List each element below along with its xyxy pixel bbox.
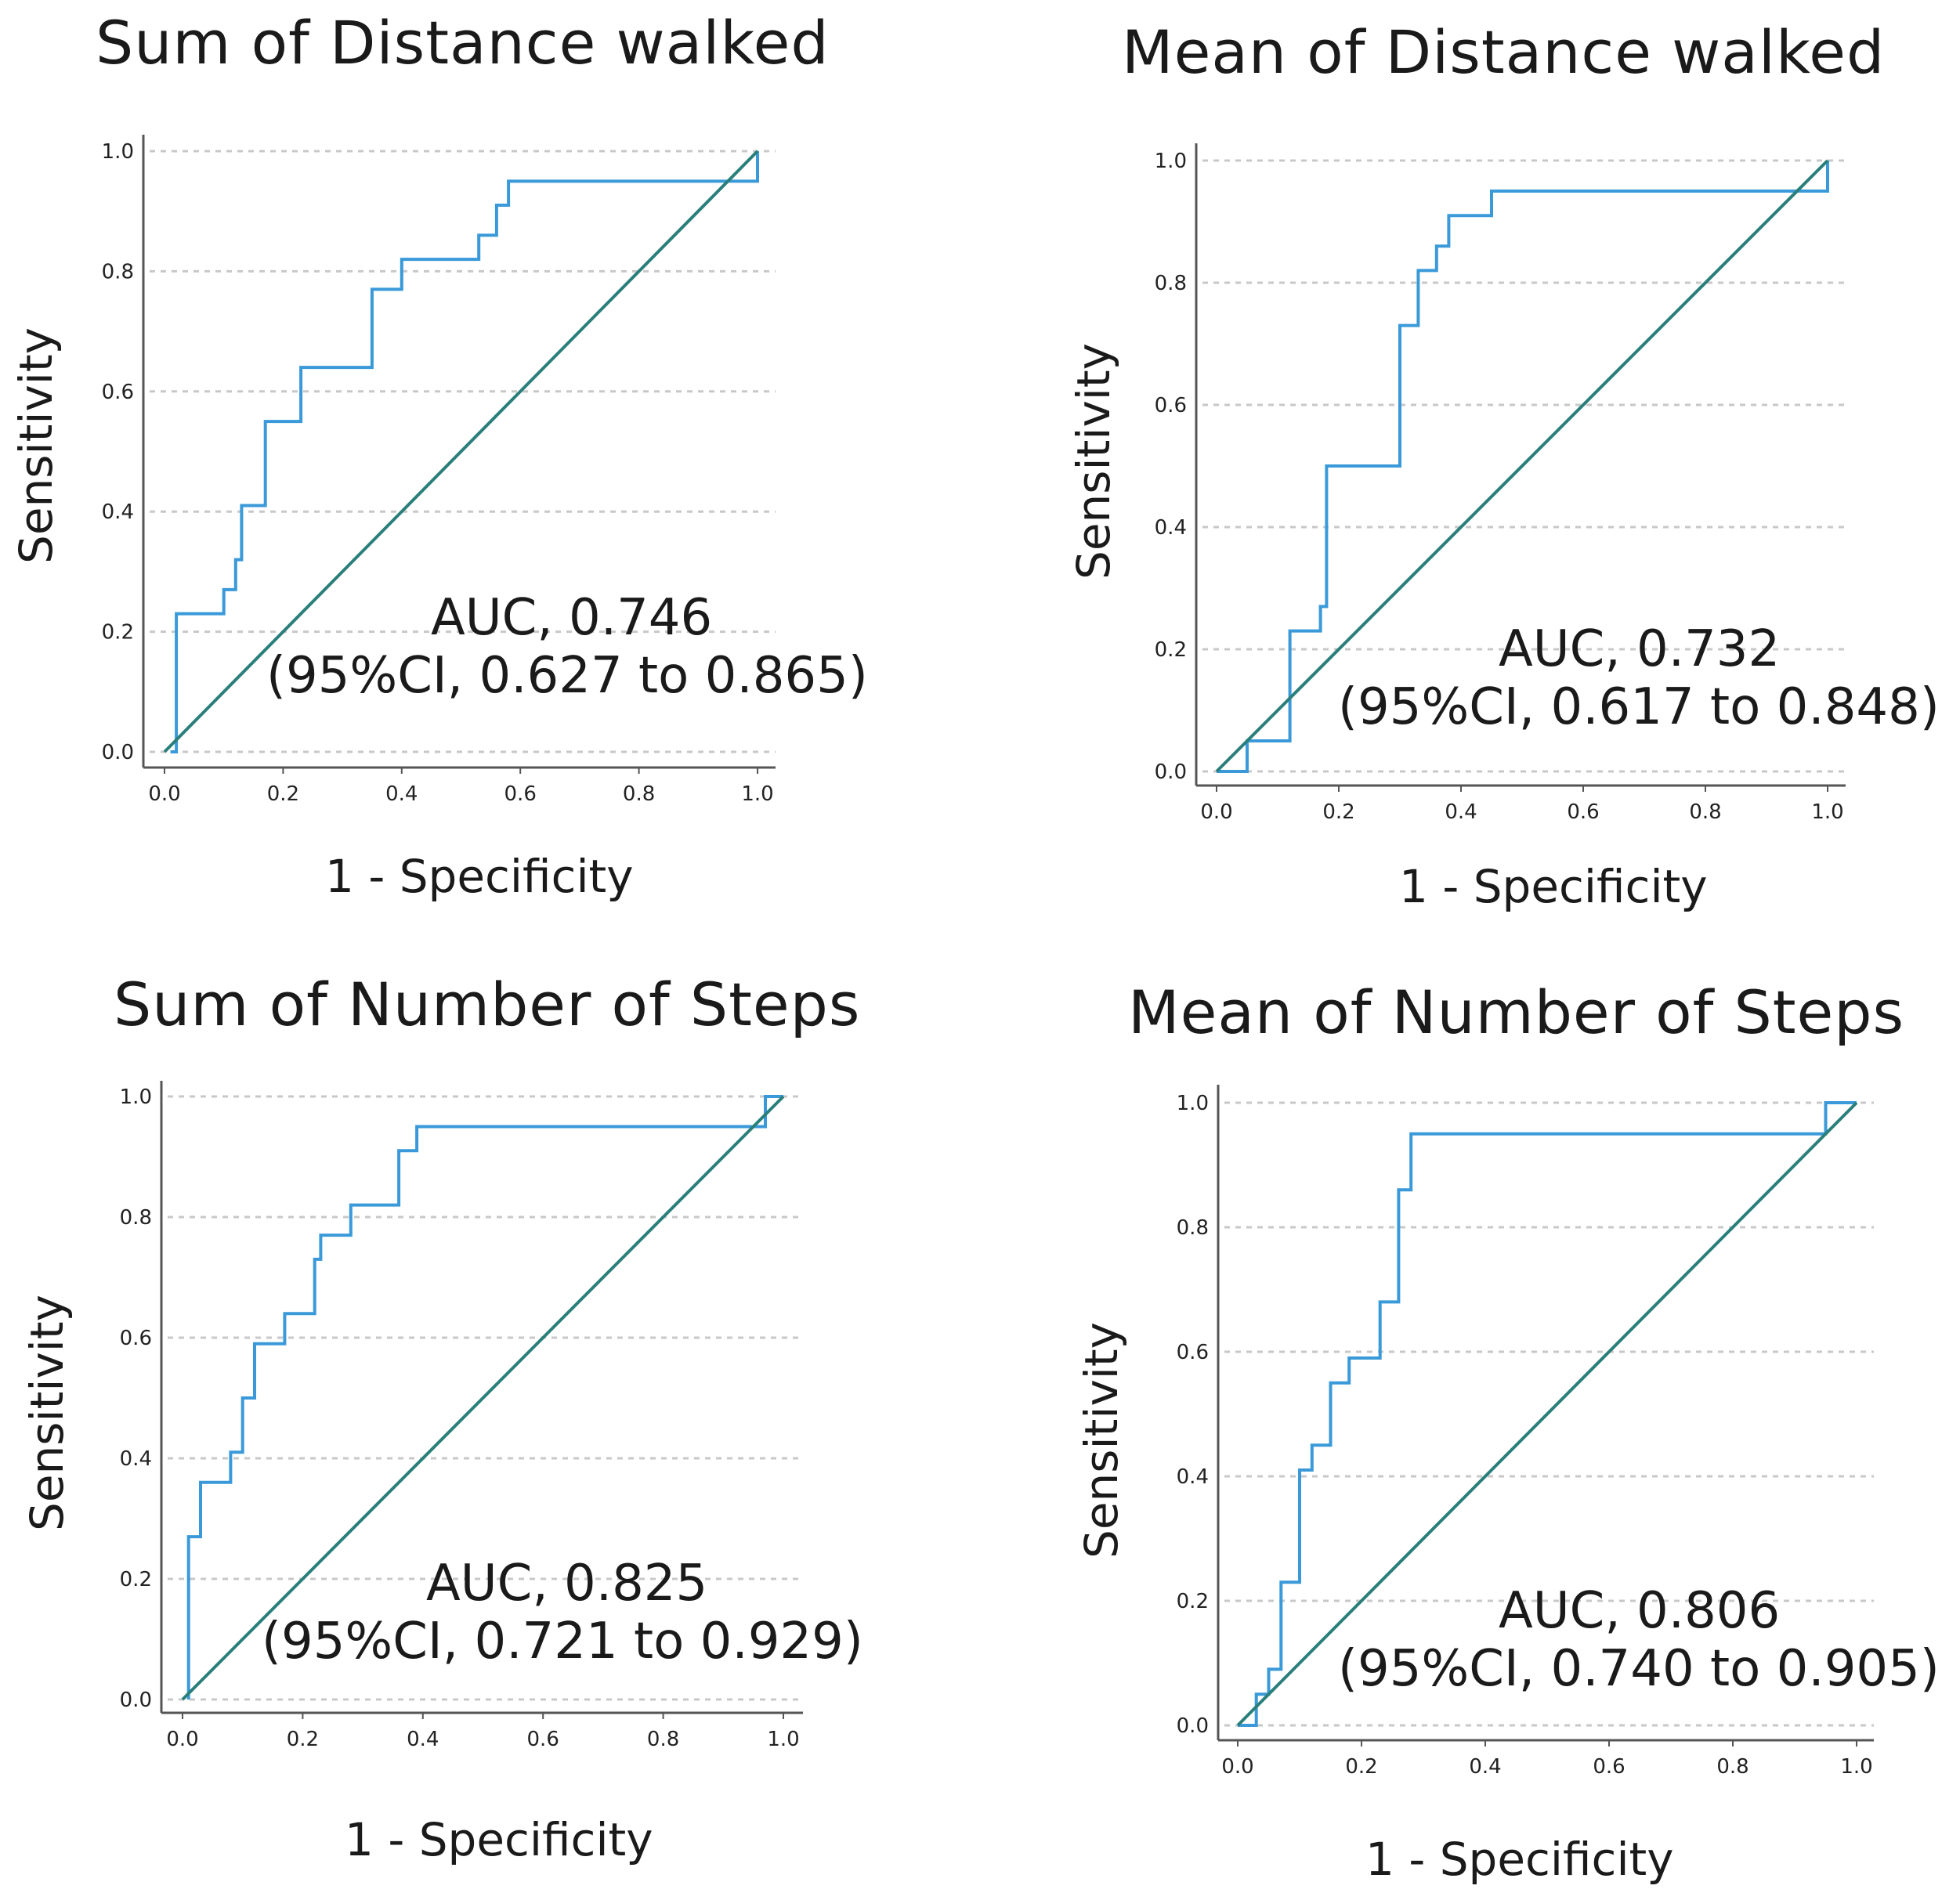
y-tick-label: 0.6 (1177, 1341, 1209, 1364)
y-tick-label: 0.2 (1177, 1590, 1209, 1613)
auc-ci: (95%CI, 0.740 to 0.905) (1338, 1640, 1940, 1698)
auc-value: AUC, 0.806 (1338, 1582, 1940, 1640)
x-tick-label: 0.0 (1221, 1755, 1253, 1779)
x-tick-label: 1.0 (1840, 1755, 1872, 1779)
y-tick-label: 0.4 (1177, 1465, 1209, 1489)
y-tick-label: 0.8 (1177, 1216, 1209, 1240)
x-tick-label: 0.8 (1716, 1755, 1748, 1779)
auc-annotation: AUC, 0.806 (95%CI, 0.740 to 0.905) (1338, 1582, 1940, 1698)
x-tick-label: 0.2 (1345, 1755, 1377, 1779)
x-axis-label: 1 - Specificity (1365, 1833, 1674, 1886)
y-tick-label: 0.0 (1177, 1714, 1209, 1738)
x-tick-label: 0.6 (1593, 1755, 1625, 1779)
y-axis-label: Sensitivity (1075, 1322, 1128, 1559)
y-tick-label: 1.0 (1177, 1092, 1209, 1115)
x-tick-label: 0.4 (1469, 1755, 1501, 1779)
